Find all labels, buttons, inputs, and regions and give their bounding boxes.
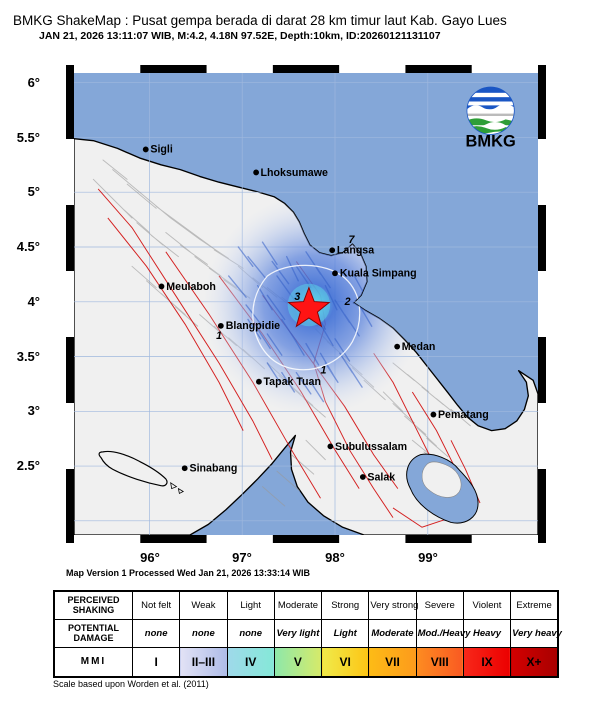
svg-text:Sinabang: Sinabang <box>190 463 238 475</box>
svg-text:BMKG: BMKG <box>466 132 516 150</box>
svg-text:Sigli: Sigli <box>150 144 172 156</box>
svg-text:1: 1 <box>216 330 222 342</box>
svg-text:Medan: Medan <box>402 341 436 353</box>
svg-text:Salak: Salak <box>367 471 395 483</box>
svg-text:Kuala Simpang: Kuala Simpang <box>340 268 417 280</box>
svg-text:Subulussalam: Subulussalam <box>335 441 407 453</box>
svg-text:3: 3 <box>294 291 300 303</box>
svg-text:Blangpidie: Blangpidie <box>226 320 280 332</box>
svg-text:Langsa: Langsa <box>337 245 374 257</box>
svg-text:Lhoksumawe: Lhoksumawe <box>261 167 328 179</box>
svg-text:1: 1 <box>321 365 327 377</box>
svg-text:2: 2 <box>344 296 351 308</box>
svg-text:Tapak Tuan: Tapak Tuan <box>263 376 320 388</box>
svg-text:Meulaboh: Meulaboh <box>166 281 216 293</box>
svg-text:Pematang: Pematang <box>438 409 489 421</box>
